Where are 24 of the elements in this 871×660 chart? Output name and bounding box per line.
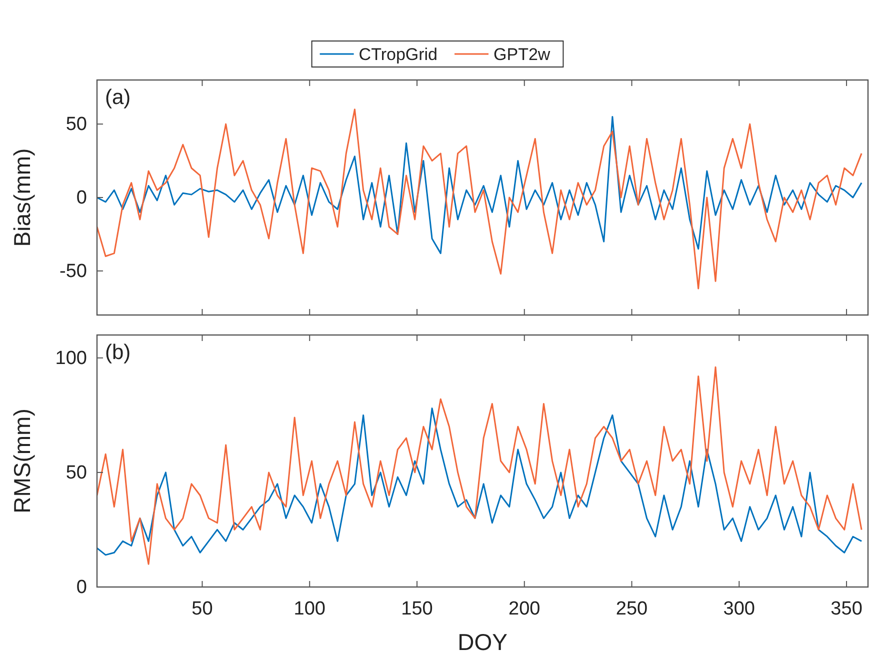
x-tick-label: 350 xyxy=(830,598,862,620)
y-tick-label: 50 xyxy=(66,462,87,484)
y-tick-label: 50 xyxy=(66,114,87,136)
legend-label: GPT2w xyxy=(494,45,551,64)
x-tick-label: 150 xyxy=(401,598,433,620)
line-series xyxy=(97,116,862,254)
y-axis-title: Bias(mm) xyxy=(9,148,35,247)
x-tick-label: 50 xyxy=(192,598,213,620)
y-tick-label: 100 xyxy=(55,348,87,369)
x-tick-label: 300 xyxy=(723,598,755,620)
line-series xyxy=(97,366,862,565)
x-tick-label: 100 xyxy=(294,598,326,620)
x-axis-title: DOY xyxy=(458,629,508,655)
line-series xyxy=(97,408,862,556)
y-tick-label: 0 xyxy=(76,577,87,598)
y-tick-label: 0 xyxy=(76,188,87,209)
y-tick-label: -50 xyxy=(60,261,87,282)
line-series xyxy=(97,108,862,290)
annotation: (b) xyxy=(105,341,131,364)
legend-label: CTropGrid xyxy=(358,45,438,64)
x-tick-label: 200 xyxy=(508,598,540,620)
y-axis-title: RMS(mm) xyxy=(9,408,35,514)
annotation: (a) xyxy=(105,86,131,109)
x-tick-label: 250 xyxy=(616,598,648,620)
